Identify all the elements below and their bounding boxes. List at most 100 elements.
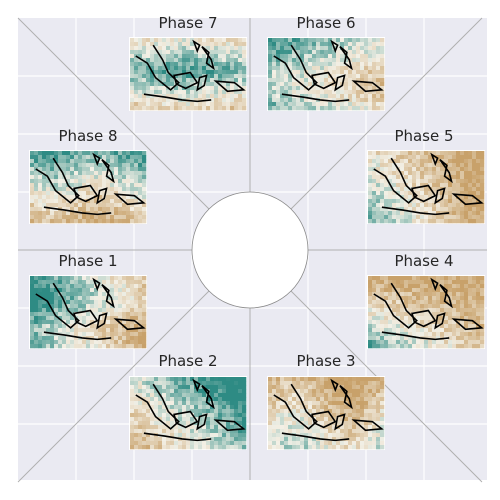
anomaly-cell xyxy=(364,397,369,402)
anomaly-cell xyxy=(146,90,151,95)
anomaly-cell xyxy=(304,50,309,55)
anomaly-cell xyxy=(166,441,171,446)
anomaly-cell xyxy=(304,385,309,390)
anomaly-cell xyxy=(174,441,179,446)
anomaly-cell xyxy=(194,86,199,91)
anomaly-cell xyxy=(292,437,297,442)
anomaly-cell xyxy=(70,159,75,164)
anomaly-cell xyxy=(158,413,163,418)
anomaly-cell xyxy=(456,312,461,317)
anomaly-cell xyxy=(238,421,243,426)
anomaly-cell xyxy=(130,175,135,180)
anomaly-cell xyxy=(292,377,297,382)
anomaly-cell xyxy=(428,328,433,333)
anomaly-cell xyxy=(276,58,281,63)
anomaly-cell xyxy=(90,191,95,196)
anomaly-cell xyxy=(34,199,39,204)
anomaly-cell xyxy=(428,171,433,176)
anomaly-cell xyxy=(206,102,211,107)
anomaly-cell xyxy=(134,276,139,281)
anomaly-cell xyxy=(296,78,301,83)
anomaly-cell xyxy=(102,296,107,301)
anomaly-cell xyxy=(288,377,293,382)
anomaly-cell xyxy=(324,54,329,59)
anomaly-cell xyxy=(288,413,293,418)
anomaly-cell xyxy=(408,292,413,297)
anomaly-cell xyxy=(98,336,103,341)
anomaly-cell xyxy=(348,393,353,398)
anomaly-cell xyxy=(110,328,115,333)
anomaly-cell xyxy=(42,179,47,184)
anomaly-cell xyxy=(78,163,83,168)
anomaly-cell xyxy=(300,38,305,43)
anomaly-cell xyxy=(376,429,381,434)
anomaly-cell xyxy=(174,413,179,418)
anomaly-cell xyxy=(412,304,417,309)
anomaly-cell xyxy=(328,425,333,430)
anomaly-cell xyxy=(118,288,123,293)
anomaly-cell xyxy=(62,167,67,172)
anomaly-cell xyxy=(368,320,373,325)
anomaly-cell xyxy=(214,385,219,390)
anomaly-cell xyxy=(464,320,469,325)
anomaly-cell xyxy=(276,90,281,95)
anomaly-cell xyxy=(416,304,421,309)
anomaly-cell xyxy=(154,66,159,71)
anomaly-cell xyxy=(448,276,453,281)
anomaly-cell xyxy=(272,46,277,51)
anomaly-cell xyxy=(376,296,381,301)
anomaly-cell xyxy=(444,199,449,204)
anomaly-cell xyxy=(142,203,147,208)
anomaly-cell xyxy=(392,308,397,313)
anomaly-cell xyxy=(336,78,341,83)
anomaly-cell xyxy=(142,98,147,103)
anomaly-cell xyxy=(238,441,243,446)
anomaly-cell xyxy=(304,106,309,111)
anomaly-cell xyxy=(292,42,297,47)
anomaly-cell xyxy=(162,389,167,394)
anomaly-cell xyxy=(198,377,203,382)
anomaly-cell xyxy=(110,199,115,204)
anomaly-cell xyxy=(448,155,453,160)
anomaly-cell xyxy=(62,199,67,204)
anomaly-cell xyxy=(226,82,231,87)
anomaly-cell xyxy=(444,328,449,333)
anomaly-cell xyxy=(392,179,397,184)
anomaly-cell xyxy=(130,42,135,47)
anomaly-cell xyxy=(182,50,187,55)
anomaly-cell xyxy=(78,187,83,192)
anomaly-cell xyxy=(312,50,317,55)
anomaly-cell xyxy=(78,195,83,200)
anomaly-cell xyxy=(380,340,385,345)
anomaly-cell xyxy=(452,187,457,192)
anomaly-cell xyxy=(292,66,297,71)
anomaly-cell xyxy=(62,179,67,184)
anomaly-cell xyxy=(82,276,87,281)
anomaly-cell xyxy=(106,308,111,313)
anomaly-cell xyxy=(130,203,135,208)
anomaly-cell xyxy=(388,175,393,180)
anomaly-cell xyxy=(268,102,273,107)
anomaly-cell xyxy=(114,163,119,168)
anomaly-cell xyxy=(320,42,325,47)
anomaly-cell xyxy=(70,276,75,281)
anomaly-cell xyxy=(38,203,43,208)
coastline xyxy=(94,280,100,289)
anomaly-cell xyxy=(198,421,203,426)
anomaly-cell xyxy=(154,62,159,67)
anomaly-cell xyxy=(440,304,445,309)
anomaly-cell xyxy=(62,163,67,168)
anomaly-cell xyxy=(276,74,281,79)
anomaly-cell xyxy=(78,344,83,349)
anomaly-cell xyxy=(432,215,437,220)
anomaly-cell xyxy=(202,58,207,63)
anomaly-cell xyxy=(142,296,147,301)
anomaly-cell xyxy=(468,203,473,208)
anomaly-cell xyxy=(468,304,473,309)
anomaly-cell xyxy=(62,284,67,289)
anomaly-cell xyxy=(296,417,301,422)
anomaly-cell xyxy=(46,179,51,184)
anomaly-cell xyxy=(368,167,373,172)
anomaly-cell xyxy=(336,74,341,79)
anomaly-cell xyxy=(340,106,345,111)
